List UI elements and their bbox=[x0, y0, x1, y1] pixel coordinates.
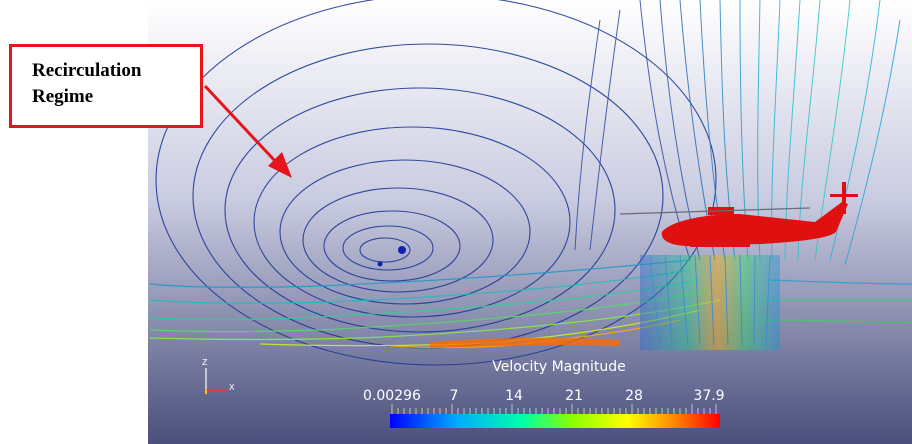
colorbar-tick-label: 7 bbox=[449, 388, 459, 404]
annotation-line-1: Recirculation bbox=[32, 60, 142, 81]
colorbar-tick-label: 0.00296 bbox=[363, 388, 421, 404]
colorbar-tick-label: 28 bbox=[625, 388, 643, 404]
recirculation-annotation: Recirculation Regime bbox=[9, 44, 203, 128]
axis-label-z: Z bbox=[202, 358, 208, 367]
axes-triad bbox=[205, 368, 228, 394]
colorbar-title: Velocity Magnitude bbox=[492, 359, 626, 375]
colorbar-tick-label: 37.9 bbox=[693, 388, 725, 404]
axis-label-x: X bbox=[229, 383, 235, 392]
colorbar-tick-label: 14 bbox=[505, 388, 523, 404]
colorbar-tick-label: 21 bbox=[565, 388, 583, 404]
colorbar bbox=[390, 414, 720, 428]
rotor-blade bbox=[619, 207, 811, 215]
high-velocity-band bbox=[430, 337, 620, 348]
vortex-core bbox=[398, 246, 406, 254]
annotation-line-2: Regime bbox=[32, 86, 94, 107]
rotor-jet-region bbox=[640, 254, 780, 350]
vortex-core-point bbox=[377, 261, 383, 267]
colorbar-ticks bbox=[391, 404, 717, 414]
annotation-arrow bbox=[203, 84, 292, 178]
